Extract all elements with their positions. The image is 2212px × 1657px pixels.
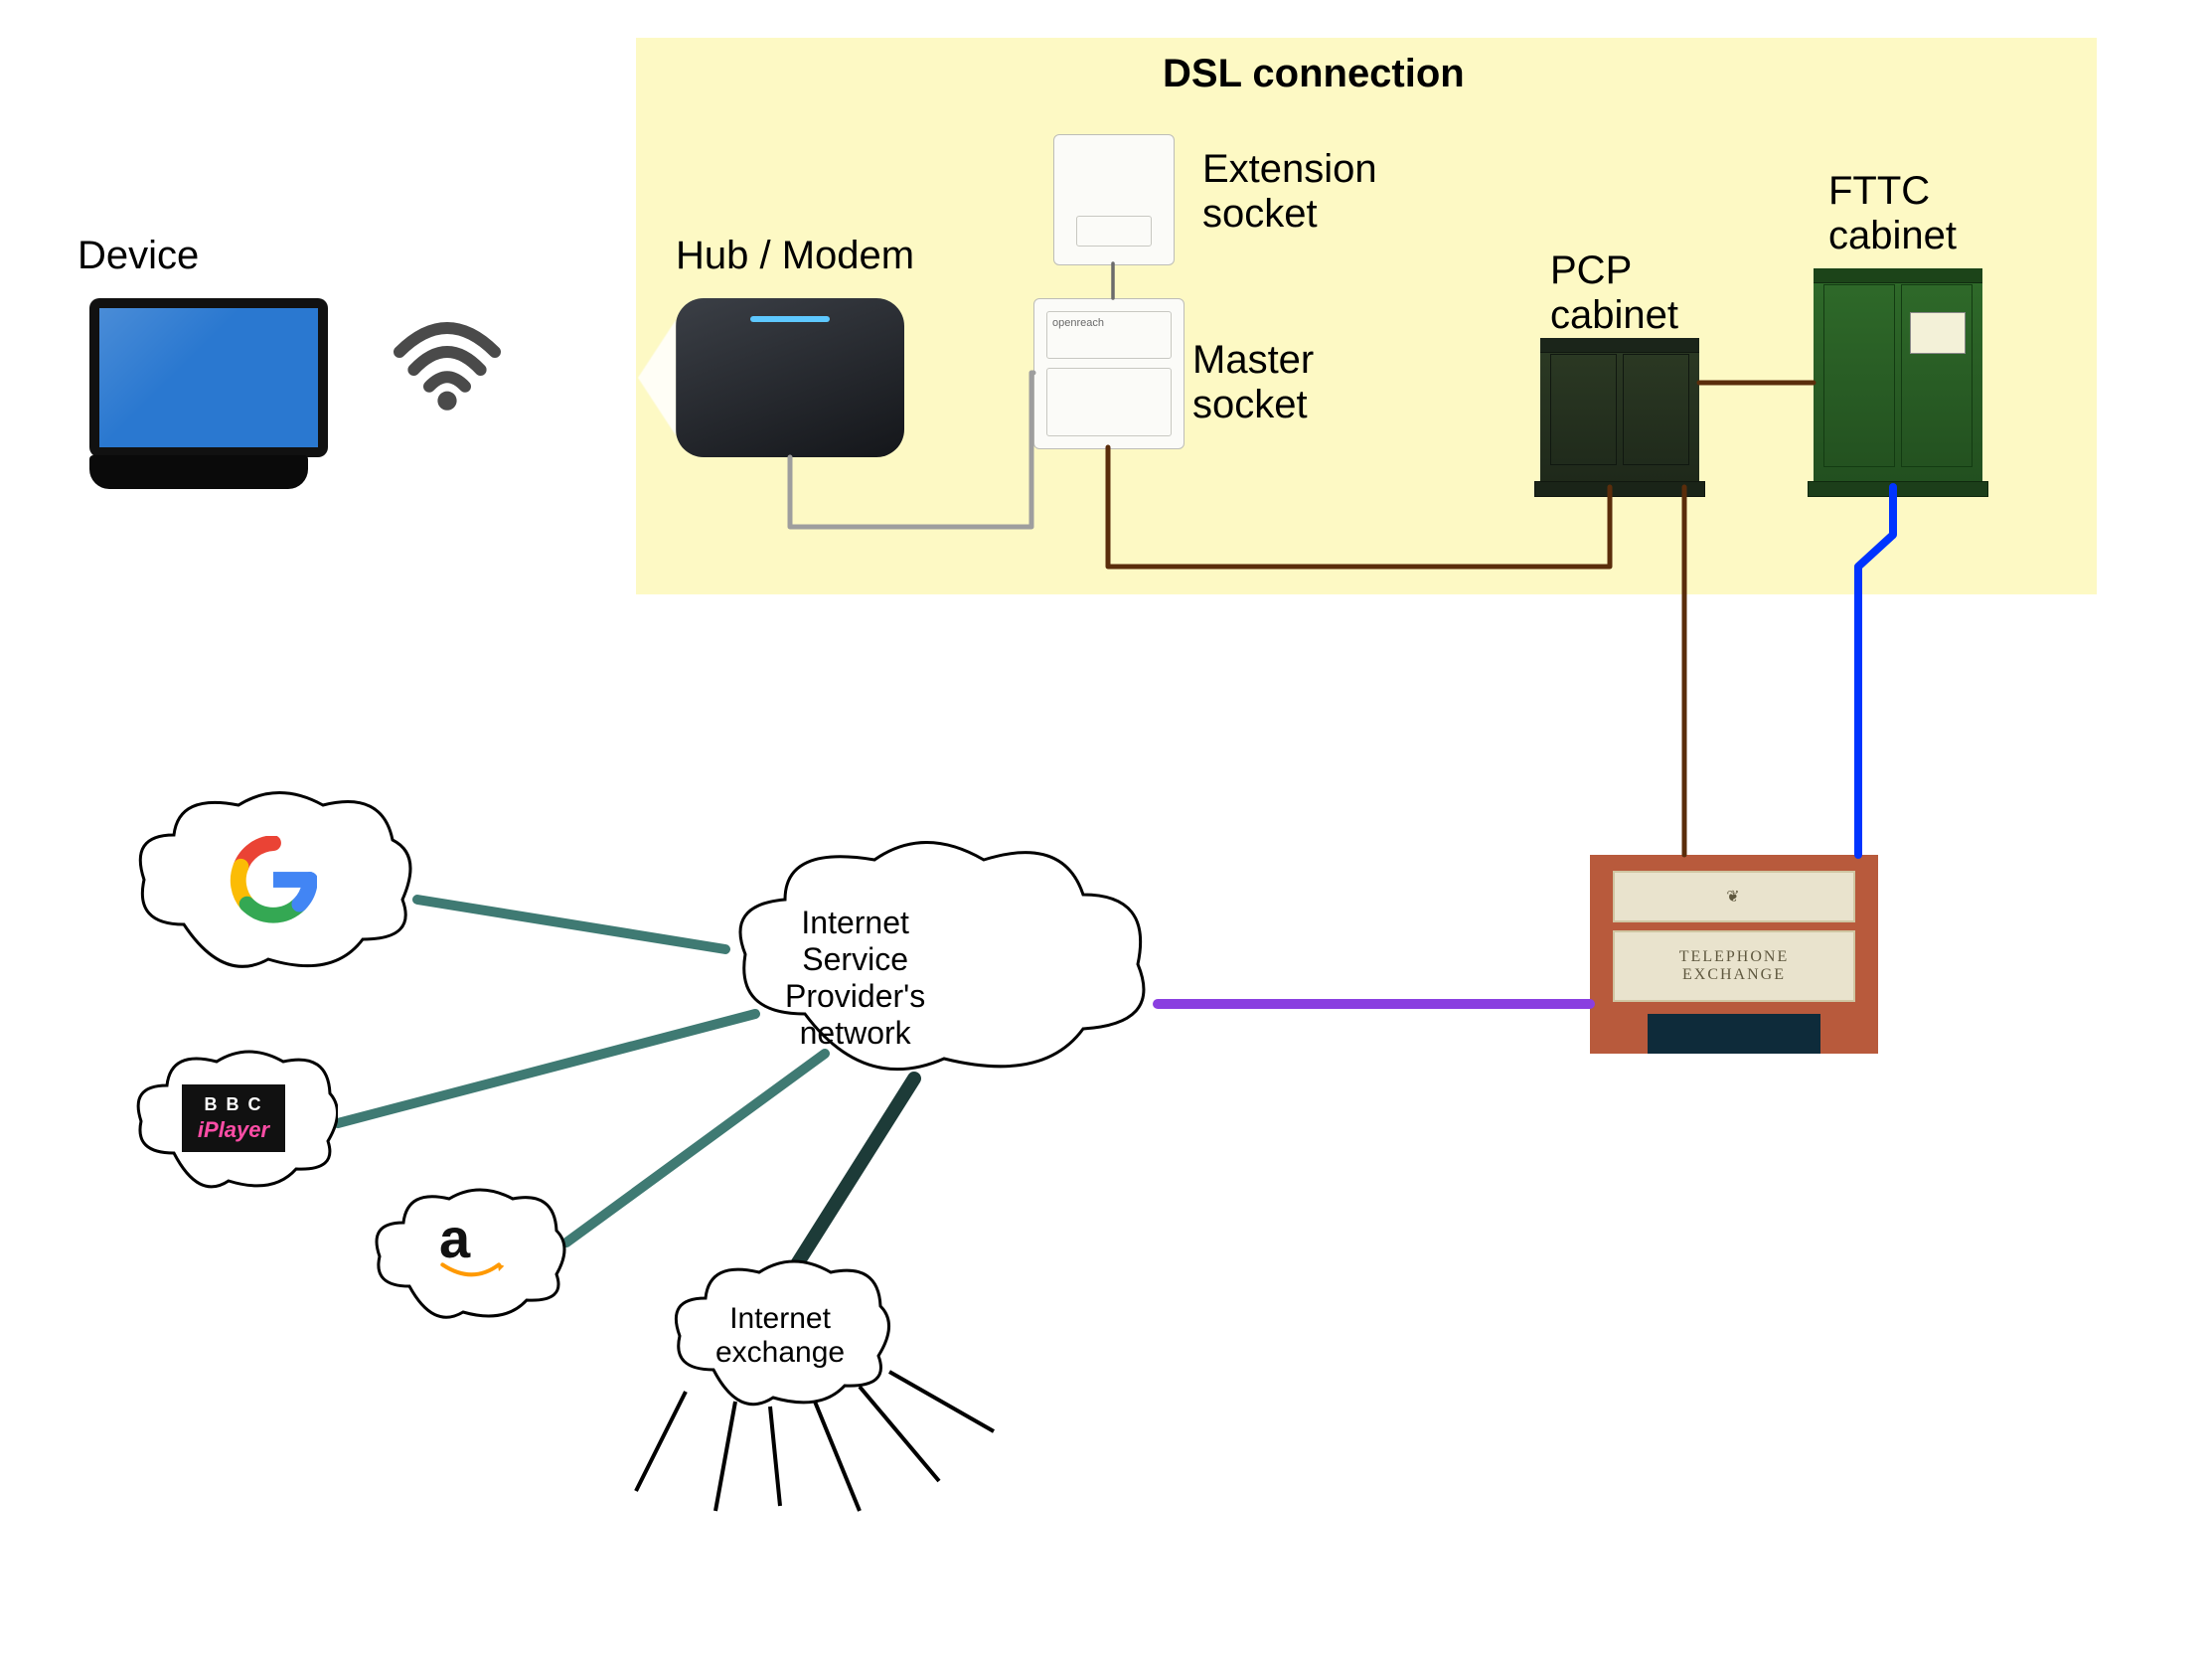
amazon-logo-icon: a <box>439 1217 506 1281</box>
bbc-iplayer-logo-icon: B B C iPlayer <box>182 1084 285 1152</box>
google-g-icon <box>230 836 317 923</box>
isp-label: Internet Service Provider's network <box>785 905 925 1052</box>
diagram-stage: DSL connection Device Hub / Modem Extens… <box>0 0 2212 1657</box>
bbc-text: B B C <box>205 1094 263 1115</box>
iplayer-text: iPlayer <box>198 1117 269 1143</box>
internet-exchange-label: Internet exchange <box>715 1302 845 1370</box>
